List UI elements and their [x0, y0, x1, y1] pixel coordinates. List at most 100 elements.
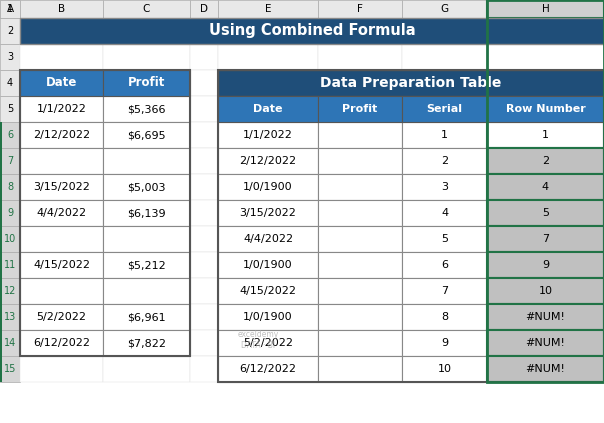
Text: $5,212: $5,212 [127, 260, 166, 270]
Bar [487, 226, 604, 252]
Bar [0, 356, 2, 382]
Bar [0, 96, 20, 122]
Bar [218, 148, 318, 174]
Text: 1/0/1900: 1/0/1900 [243, 182, 293, 192]
Bar [190, 330, 218, 356]
Bar [218, 252, 318, 278]
Text: 5/2/2022: 5/2/2022 [243, 338, 293, 348]
Bar [103, 278, 190, 304]
Text: 5: 5 [7, 104, 13, 114]
Bar [0, 252, 2, 278]
Bar [487, 304, 604, 330]
Bar [20, 18, 604, 44]
Bar [318, 174, 402, 200]
Bar [218, 174, 318, 200]
Bar [190, 44, 218, 70]
Bar [318, 122, 402, 148]
Bar [20, 18, 103, 44]
Text: 6: 6 [7, 130, 13, 140]
Bar [20, 174, 103, 200]
Bar [487, 356, 604, 382]
Bar [487, 0, 604, 382]
Text: Profit: Profit [128, 77, 165, 90]
Bar [218, 226, 318, 252]
Bar [487, 304, 604, 330]
Text: 3: 3 [7, 52, 13, 62]
Bar [218, 18, 318, 44]
Text: 8: 8 [7, 182, 13, 192]
Bar [0, 304, 20, 330]
Bar [20, 200, 103, 226]
Text: 6/12/2022: 6/12/2022 [240, 364, 297, 374]
Bar [402, 18, 487, 44]
Bar [318, 148, 402, 174]
Bar [318, 44, 402, 70]
Text: #NUM!: #NUM! [525, 364, 565, 374]
Bar [0, 304, 2, 330]
Bar [487, 252, 604, 278]
Text: 11: 11 [4, 260, 16, 270]
Bar [0, 278, 20, 304]
Bar [218, 70, 604, 96]
Bar [20, 0, 103, 18]
Bar [190, 174, 218, 200]
Bar [318, 356, 402, 382]
Text: 9: 9 [542, 260, 549, 270]
Bar [487, 226, 604, 252]
Bar [20, 122, 103, 148]
Bar [103, 70, 190, 96]
Text: 5/2/2022: 5/2/2022 [36, 312, 86, 322]
Text: G: G [440, 4, 449, 14]
Bar [402, 0, 487, 18]
Text: D: D [200, 4, 208, 14]
Text: 3: 3 [441, 182, 448, 192]
Bar [402, 174, 487, 200]
Text: B: B [58, 4, 65, 14]
Text: 7: 7 [7, 156, 13, 166]
Bar [318, 252, 402, 278]
Bar [0, 148, 20, 174]
Text: 1: 1 [542, 130, 549, 140]
Bar [20, 304, 103, 330]
Text: 2: 2 [7, 26, 13, 36]
Text: Date: Date [253, 104, 283, 114]
Bar [318, 174, 402, 200]
Bar [487, 70, 604, 96]
Text: E: E [265, 4, 271, 14]
Text: 1/0/1900: 1/0/1900 [243, 312, 293, 322]
Bar [318, 304, 402, 330]
Text: Serial: Serial [426, 104, 463, 114]
Bar [20, 96, 103, 122]
Bar [190, 70, 218, 96]
Bar [218, 226, 318, 252]
Bar [318, 96, 402, 122]
Bar [218, 0, 318, 18]
Bar [218, 200, 318, 226]
Bar [487, 174, 604, 200]
Bar [487, 18, 604, 44]
Bar [20, 148, 103, 174]
Bar [20, 0, 103, 18]
Bar [487, 96, 604, 122]
Bar [190, 148, 218, 174]
Bar [103, 0, 190, 18]
Bar [218, 330, 318, 356]
Text: 7: 7 [441, 286, 448, 296]
Bar [20, 70, 190, 356]
Bar [402, 0, 487, 18]
Bar [218, 70, 604, 382]
Text: 1/1/2022: 1/1/2022 [243, 130, 293, 140]
Bar [0, 148, 2, 174]
Bar [20, 304, 103, 330]
Bar [0, 200, 20, 226]
Bar [0, 122, 2, 148]
Bar [190, 96, 218, 122]
Bar [402, 70, 487, 96]
Bar [103, 200, 190, 226]
Bar [402, 226, 487, 252]
Bar [0, 278, 2, 304]
Bar [20, 356, 103, 382]
Bar [318, 148, 402, 174]
Text: $6,695: $6,695 [127, 130, 166, 140]
Bar [487, 356, 604, 382]
